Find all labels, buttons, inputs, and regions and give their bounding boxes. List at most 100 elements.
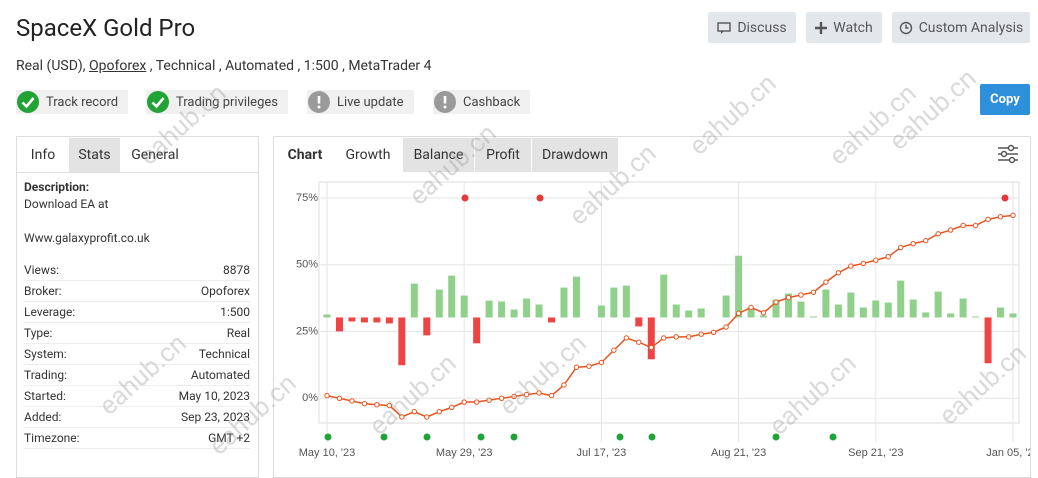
chart: 0% 25% 50% 75% May 10, '23 May 29, '23 Jul 17,… [296,181,1030,459]
bar [385,317,393,324]
point [997,213,1004,220]
bar [460,295,468,318]
point [710,329,717,336]
bar [647,317,655,360]
event-marker [1001,194,1009,202]
point [686,334,692,340]
info-key: Trading: [24,367,68,382]
point [473,399,480,405]
bar [510,309,518,318]
custom-analysis-button[interactable]: Custom Analysis [892,12,1030,43]
point [461,399,467,405]
bar [685,310,693,318]
badge-label: Cashback [463,94,521,110]
discuss-button[interactable]: Discuss [708,12,796,43]
point [735,310,742,317]
point [1010,212,1016,219]
point [636,339,642,345]
point [486,397,492,403]
bar [572,276,580,318]
bar [947,313,955,318]
bar [660,274,668,318]
description-text: Www.galaxyprofit.co.uk [24,231,150,245]
point [910,240,916,247]
point [511,393,517,400]
info-key: Started: [24,388,66,403]
point [960,222,966,229]
info-row: Views: 8878 [24,259,250,281]
point [648,344,654,351]
point [536,390,542,396]
badge-label: Trading privileges [176,94,278,110]
broker-link[interactable]: Opoforex [89,58,147,74]
tab[interactable]: Growth [334,138,402,172]
badge: Cashback [433,90,531,114]
bar [834,304,842,318]
copy-button[interactable]: Copy [980,84,1030,115]
icon [717,21,732,34]
bar [335,317,343,332]
info-value: May 10, 2023 [178,388,250,403]
subtitle-text: , Technical , Automated , 1:500 , MetaTr… [146,58,432,74]
tab[interactable]: Profit [475,138,531,172]
event-marker [477,433,485,441]
event-marker [829,433,837,441]
point [798,292,804,298]
point [898,244,904,251]
subtitle-text: Real (USD), [16,58,90,74]
bar [747,307,755,318]
point [424,414,430,420]
y-tick-label: 75% [296,192,318,204]
event-marker [423,433,431,441]
info-value: GMT +2 [208,430,250,445]
bar [435,289,443,318]
tab[interactable]: Drawdown [532,138,618,172]
bar [548,317,556,323]
bar [922,312,930,318]
bar [498,301,506,318]
event-marker [380,433,388,441]
bar [784,293,792,318]
bar [398,317,406,366]
page: SpaceX Gold Pro {"header":{"title":"Spac… [16,12,1033,478]
point [848,263,854,269]
watch-button[interactable]: Watch [806,12,882,43]
badge: Track record [16,90,129,114]
info-row: Started: May 10, 2023 [24,385,250,407]
settings-icon[interactable] [997,144,1019,164]
info-row: Type: Real [24,322,250,344]
bar [410,283,418,318]
point [873,257,879,263]
point [573,364,580,371]
bar [772,299,780,318]
point [810,289,817,295]
check-icon [17,91,39,113]
bar [897,280,905,318]
bar [884,302,892,318]
info-value: 8878 [223,262,250,277]
info-value: Real [226,325,250,340]
info-value: Opoforex [200,283,250,298]
bar [348,317,356,322]
x-tick-label: Jul 17, '23 [576,447,626,459]
event-marker [510,433,518,441]
bar [722,295,730,318]
tab[interactable]: Stats [69,138,120,172]
tab[interactable]: General [120,138,190,172]
tab[interactable]: Balance [403,138,474,172]
point [885,254,891,260]
bar [735,255,743,318]
info-value: Automated [190,367,250,382]
bar [560,287,568,318]
icon [899,21,912,34]
bar [535,304,543,318]
bar [984,317,992,364]
info-row: Trading: Automated [24,364,250,386]
point [349,398,355,404]
y-tick-label: 0% [302,392,318,404]
point [661,335,667,341]
event-marker [461,194,469,202]
tab[interactable]: Info [17,138,69,172]
info-row: Added: Sep 23, 2023 [24,406,250,428]
bar [972,316,980,318]
